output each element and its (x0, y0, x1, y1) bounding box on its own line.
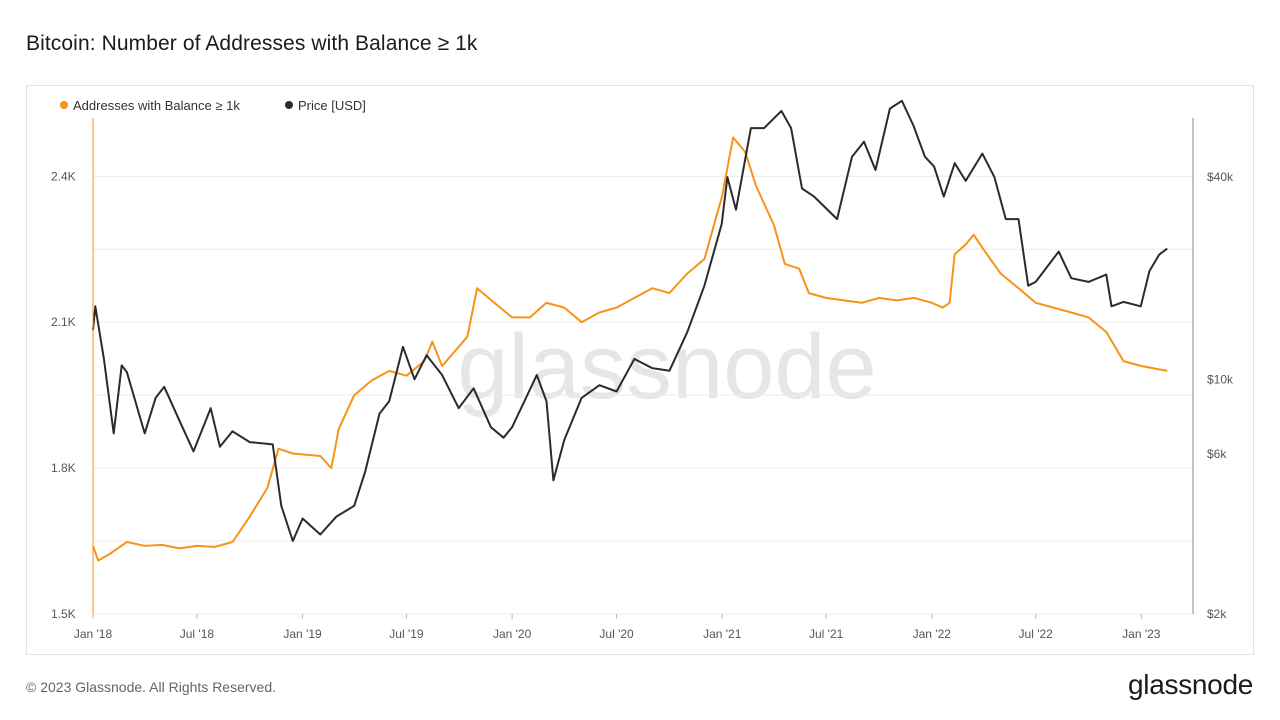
x-tick-label: Jul '20 (599, 627, 634, 641)
y-left-tick-label: 1.5K (51, 607, 76, 621)
price-series-line[interactable] (92, 99, 1168, 542)
x-tick-label: Jul '18 (180, 627, 215, 641)
page-title: Bitcoin: Number of Addresses with Balanc… (26, 32, 478, 55)
x-tick-label: Jan '18 (74, 627, 113, 641)
x-tick-label: Jul '19 (389, 627, 424, 641)
y-right-tick-label: $6k (1207, 447, 1227, 461)
x-tick-label: Jul '21 (809, 627, 844, 641)
legend-dot-addresses (60, 101, 68, 109)
watermark-text: glassnode (457, 316, 876, 418)
y-left-tick-label: 1.8K (51, 461, 76, 475)
chart-panel: glassnode 1.5K 1.8K 2.1K 2.4K $2k $6k $10k $40k J… (26, 85, 1254, 655)
x-tick-label: Jan '23 (1122, 627, 1161, 641)
x-tick-label: Jan '21 (703, 627, 742, 641)
x-tick-label: Jan '19 (283, 627, 322, 641)
legend-label-addresses[interactable]: Addresses with Balance ≥ 1k (73, 98, 240, 113)
copyright-text: © 2023 Glassnode. All Rights Reserved. (26, 679, 277, 695)
y-left-tick-label: 2.4K (51, 169, 76, 183)
y-left-tick-label: 2.1K (51, 315, 76, 329)
y-right-tick-label: $40k (1207, 170, 1234, 184)
y-right-tick-label: $2k (1207, 607, 1227, 621)
x-tick-label: Jan '20 (493, 627, 532, 641)
addresses-series-line[interactable] (92, 136, 1168, 562)
y-right-tick-label: $10k (1207, 372, 1234, 386)
glassnode-logo: glassnode (1128, 669, 1253, 700)
legend-label-price[interactable]: Price [USD] (298, 98, 366, 113)
chart[interactable]: glassnode 1.5K 1.8K 2.1K 2.4K $2k $6k $10k $40k J… (27, 86, 1253, 654)
x-tick-label: Jan '22 (913, 627, 952, 641)
legend-dot-price (285, 101, 293, 109)
x-tick-label: Jul '22 (1019, 627, 1054, 641)
